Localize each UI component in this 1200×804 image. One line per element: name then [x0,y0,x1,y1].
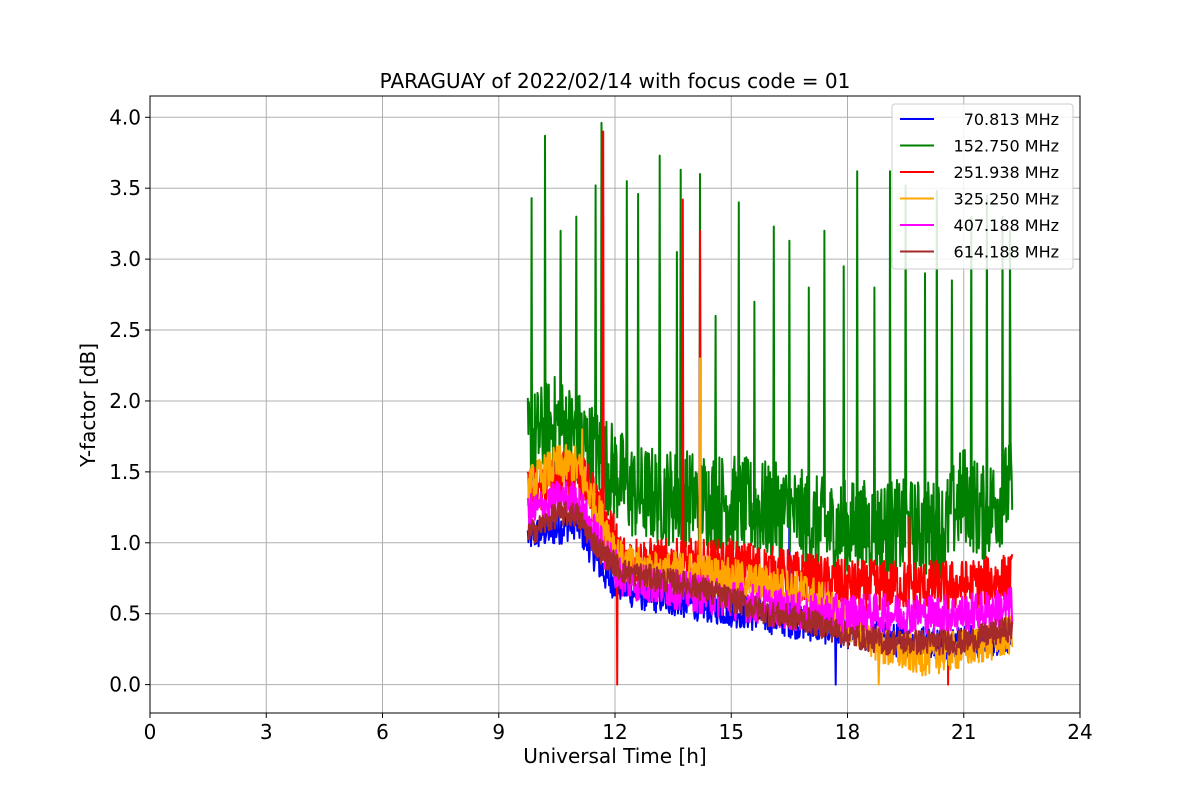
y-tick-label: 3.5 [109,176,141,200]
series-line [527,500,1014,656]
legend-label: 325.250 MHz [954,190,1059,209]
y-tick-label: 1.0 [109,531,141,555]
x-tick-label: 15 [719,720,744,744]
y-tick-label: 0.5 [109,602,141,626]
legend-label: 407.188 MHz [954,216,1059,235]
x-tick-label: 0 [144,720,157,744]
legend: 70.813 MHz 152.750 MHz 251.938 MHz 325.250 … [891,103,1074,270]
legend-label: 152.750 MHz [954,137,1059,156]
y-tick-label: 2.5 [109,318,141,342]
legend-label: 70.813 MHz [964,110,1059,129]
legend-box [891,103,1074,270]
x-tick-label: 21 [951,720,976,744]
chart-title: PARAGUAY of 2022/02/14 with focus code =… [380,69,851,93]
legend-label: 251.938 MHz [954,163,1059,182]
y-tick-label: 2.0 [109,389,141,413]
x-tick-label: 9 [492,720,505,744]
y-axis-title: Y-factor [dB] [76,343,100,468]
y-tick-label: 0.0 [109,673,141,697]
series-line [526,121,1014,580]
x-axis: 0 3 6 9 12 15 18 21 24 [144,713,1093,744]
x-axis-title: Universal Time [h] [523,744,706,768]
x-tick-label: 3 [260,720,273,744]
legend-label: 614.188 MHz [954,243,1059,262]
x-tick-label: 18 [835,720,860,744]
x-tick-label: 12 [602,720,627,744]
y-tick-label: 3.0 [109,247,141,271]
y-tick-label: 4.0 [109,105,141,129]
x-tick-label: 6 [376,720,389,744]
y-axis: 0.0 0.5 1.0 1.5 2.0 2.5 3.0 3.5 4.0 [109,105,150,697]
series-layer [526,121,1014,686]
x-tick-label: 24 [1067,720,1092,744]
y-tick-label: 1.5 [109,460,141,484]
